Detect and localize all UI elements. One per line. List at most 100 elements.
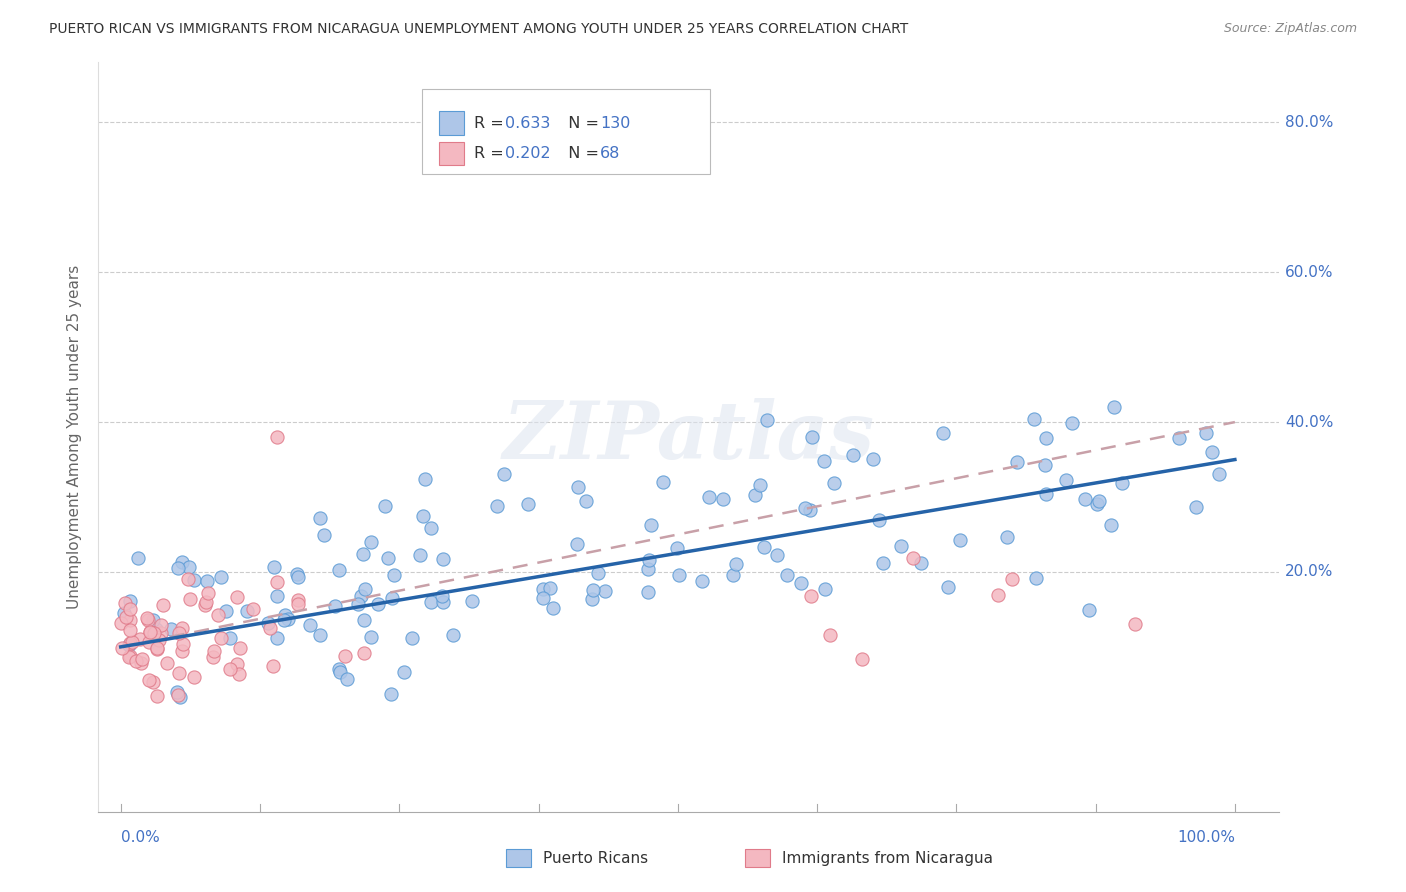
Text: N =: N = <box>558 116 605 130</box>
Point <box>273 614 295 628</box>
Point <box>575 493 598 508</box>
Point <box>142 675 165 690</box>
Point <box>333 648 356 663</box>
Point <box>197 586 219 600</box>
Point <box>262 658 284 673</box>
Point <box>259 621 281 635</box>
Point <box>328 661 350 675</box>
Point <box>118 602 141 616</box>
Point <box>299 618 322 632</box>
Point <box>862 452 884 467</box>
Point <box>1195 426 1218 441</box>
Point <box>949 533 972 548</box>
Point <box>640 517 662 532</box>
Point <box>138 673 160 687</box>
Point <box>195 574 218 588</box>
Point <box>112 606 135 620</box>
Point <box>1007 455 1029 469</box>
Point <box>287 597 309 611</box>
Point <box>485 499 508 513</box>
Point <box>1060 417 1083 431</box>
Point <box>146 689 169 703</box>
Point <box>353 613 375 627</box>
Point <box>377 550 399 565</box>
Point <box>118 594 141 608</box>
Point <box>711 491 734 506</box>
Point <box>256 615 278 630</box>
Point <box>218 662 240 676</box>
Point <box>146 641 169 656</box>
Point <box>142 614 165 628</box>
Text: 100.0%: 100.0% <box>1177 830 1234 846</box>
Point <box>1201 445 1223 459</box>
Point <box>987 588 1010 602</box>
Point <box>1099 517 1122 532</box>
Point <box>138 625 160 640</box>
Point <box>118 623 141 637</box>
Point <box>285 567 308 582</box>
Point <box>401 631 423 645</box>
Point <box>127 550 149 565</box>
Point <box>170 621 193 635</box>
Point <box>152 598 174 612</box>
Point <box>242 602 264 616</box>
Point <box>166 685 188 699</box>
Point <box>413 472 436 486</box>
Point <box>228 641 250 656</box>
Point <box>129 657 152 671</box>
Point <box>138 635 160 649</box>
Point <box>353 582 375 596</box>
Point <box>540 582 562 596</box>
Point <box>380 591 402 605</box>
Point <box>593 583 616 598</box>
Point <box>820 628 842 642</box>
Point <box>394 665 416 680</box>
Point <box>266 589 288 603</box>
Point <box>266 631 288 645</box>
Point <box>1123 617 1146 632</box>
Point <box>177 559 200 574</box>
Point <box>120 613 142 627</box>
Text: 40.0%: 40.0% <box>1285 415 1333 430</box>
Point <box>195 595 218 609</box>
Point <box>800 430 823 444</box>
Point <box>353 646 375 660</box>
Point <box>347 597 370 611</box>
Point <box>125 654 148 668</box>
Point <box>668 568 690 582</box>
Point <box>226 590 249 604</box>
Point <box>1078 603 1101 617</box>
Point <box>901 550 924 565</box>
Text: Immigrants from Nicaragua: Immigrants from Nicaragua <box>782 851 993 865</box>
Point <box>1185 500 1208 514</box>
Point <box>374 499 396 513</box>
Text: 0.633: 0.633 <box>505 116 550 130</box>
Point <box>637 562 659 576</box>
Point <box>744 488 766 502</box>
Point <box>328 563 350 577</box>
Point <box>209 570 232 584</box>
Point <box>382 567 405 582</box>
Point <box>582 582 605 597</box>
Point <box>314 528 336 542</box>
Point <box>1035 431 1057 445</box>
Point <box>1085 497 1108 511</box>
Point <box>120 636 142 650</box>
Point <box>121 635 143 649</box>
Text: Source: ZipAtlas.com: Source: ZipAtlas.com <box>1223 22 1357 36</box>
Point <box>651 475 673 490</box>
Point <box>218 631 240 645</box>
Point <box>114 596 136 610</box>
Point <box>166 561 188 575</box>
Point <box>148 632 170 647</box>
Point <box>228 667 250 681</box>
Point <box>517 497 540 511</box>
Point <box>129 632 152 646</box>
Point <box>352 548 374 562</box>
Point <box>266 430 288 444</box>
Point <box>183 669 205 683</box>
Point <box>813 454 835 468</box>
Point <box>1033 458 1056 472</box>
Point <box>308 511 330 525</box>
Point <box>412 509 434 524</box>
